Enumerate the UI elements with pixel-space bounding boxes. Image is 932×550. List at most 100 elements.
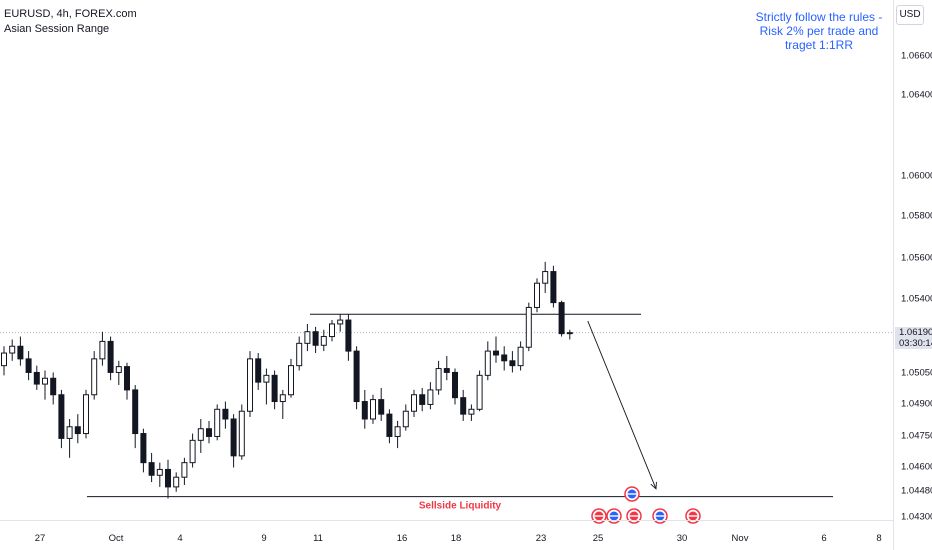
bearish-candle: [509, 360, 516, 367]
bearish-candle: [222, 408, 229, 420]
price-tick-label: 1.06000: [901, 171, 932, 182]
bearish-candle: [353, 350, 360, 403]
bearish-candle: [271, 374, 278, 403]
economic-events[interactable]: [591, 486, 701, 524]
bearish-candle: [452, 371, 458, 399]
time-axis-separator: [0, 520, 893, 521]
bullish-candle: [525, 306, 532, 348]
bullish-candle: [517, 346, 524, 367]
price-tick-label: 1.04300: [901, 512, 932, 523]
bearish-candle: [312, 331, 319, 346]
time-axis[interactable]: 27 Oct 4 9 11 16 18 23 25 30 Nov 6 8: [35, 533, 882, 544]
price-axis[interactable]: 1.06600 1.06400 1.06000 1.05800 1.05600 1.054…: [901, 51, 932, 523]
current-price-tag: 1.06190 03:30:14: [895, 326, 932, 349]
event-flag-icon: [626, 508, 642, 524]
event-flag-icon: [652, 508, 668, 524]
event-icon-stripe: [627, 493, 637, 495]
bearish-candle: [460, 397, 467, 415]
event-flag-icon: [591, 508, 607, 524]
bearish-candle: [419, 394, 426, 405]
candles: [1, 261, 573, 499]
time-tick-label: 23: [536, 533, 547, 544]
projection-arrow[interactable]: [587, 320, 657, 490]
bearish-candle: [132, 389, 139, 435]
bullish-candle: [370, 399, 376, 420]
price-tick-label: 1.05600: [901, 253, 932, 264]
level-lines: [0, 313, 893, 498]
bullish-candle: [288, 365, 294, 396]
bullish-candle: [468, 408, 475, 415]
bearish-candle: [493, 350, 499, 356]
bearish-candle: [255, 358, 262, 383]
event-icon-stripe: [629, 515, 639, 517]
bullish-candle: [66, 426, 73, 439]
price-tick-label: 1.06400: [901, 90, 932, 101]
bearish-candle: [165, 468, 171, 488]
bearish-candle: [345, 319, 352, 352]
time-tick-label: Nov: [732, 533, 749, 544]
bullish-candle: [411, 394, 417, 412]
price-axis-separator: [893, 0, 894, 550]
bullish-candle: [402, 410, 409, 428]
indicator-label[interactable]: Asian Session Range: [4, 23, 110, 35]
price-tick-label: 1.04480: [901, 486, 932, 497]
bullish-candle: [534, 282, 540, 308]
bullish-candle: [9, 345, 16, 354]
currency-button[interactable]: USD: [896, 5, 924, 25]
bearish-candle: [124, 366, 130, 391]
bearish-candle: [206, 428, 212, 437]
bullish-candle: [435, 368, 442, 391]
bullish-candle: [214, 408, 221, 437]
time-tick-label: 4: [177, 533, 182, 544]
bearish-candle: [230, 418, 237, 457]
bullish-candle: [542, 271, 549, 284]
bearish-candle: [107, 340, 114, 373]
event-flag-icon: [606, 508, 622, 524]
bar-countdown: 03:30:14: [899, 337, 932, 349]
bullish-candle: [156, 468, 163, 476]
bearish-candle: [378, 399, 385, 415]
time-tick-label: 27: [35, 533, 46, 544]
time-tick-label: 18: [451, 533, 462, 544]
bullish-candle: [83, 394, 89, 435]
event-icon-stripe: [655, 515, 665, 517]
bullish-candle: [566, 332, 573, 335]
bullish-candle: [181, 462, 188, 478]
bullish-candle: [304, 331, 311, 344]
projection-line: [587, 320, 657, 490]
bullish-candle: [247, 358, 253, 412]
price-tick-label: 1.05800: [901, 211, 932, 222]
bullish-candle: [337, 319, 344, 325]
rules-note-text[interactable]: Strictly follow the rules - Risk 2% per …: [755, 10, 883, 52]
bearish-candle: [558, 302, 565, 335]
time-tick-label: 25: [593, 533, 604, 544]
bullish-candle: [394, 426, 401, 437]
bearish-candle: [17, 345, 24, 360]
bullish-candle: [91, 358, 98, 396]
time-tick-label: 9: [261, 533, 266, 544]
event-icon-stripe: [594, 515, 604, 517]
bearish-candle: [58, 394, 65, 439]
bullish-candle: [329, 323, 335, 338]
bullish-candle: [279, 394, 286, 403]
current-price-value: 1.06190: [899, 326, 932, 338]
bearish-candle: [148, 462, 155, 476]
price-tick-label: 1.04750: [901, 431, 932, 442]
bullish-candle: [296, 342, 303, 367]
bullish-candle: [115, 366, 122, 373]
symbol-title[interactable]: EURUSD, 4h, FOREX.com: [4, 8, 137, 20]
bearish-candle: [25, 358, 32, 373]
bearish-candle: [501, 354, 508, 362]
bearish-candle: [361, 401, 368, 420]
price-tick-label: 1.04600: [901, 462, 932, 473]
price-tick-label: 1.05400: [901, 294, 932, 305]
bullish-candle: [484, 350, 491, 376]
sellside-liquidity-label: Sellside Liquidity: [419, 501, 502, 512]
bearish-candle: [74, 426, 81, 435]
event-flag-icon: [624, 486, 640, 502]
bullish-candle: [1, 352, 7, 367]
event-flag-icon: [685, 508, 701, 524]
bearish-candle: [550, 271, 557, 304]
projection-arrowhead: [650, 481, 657, 490]
